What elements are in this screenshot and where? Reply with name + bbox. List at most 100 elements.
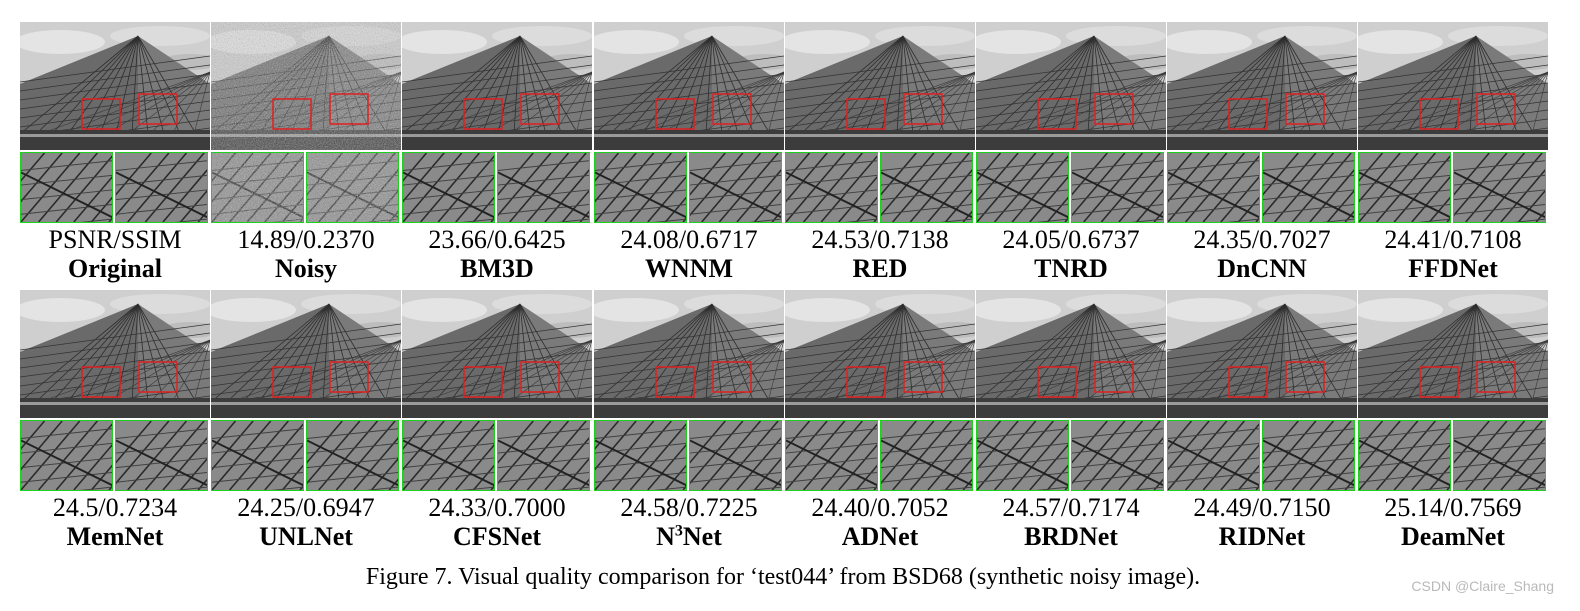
zoom-crop-left (402, 420, 495, 491)
zoomed-crops (976, 420, 1166, 493)
pyramid-image (976, 290, 1166, 418)
pyramid-image (1358, 290, 1548, 418)
zoom-crop-right (306, 420, 399, 491)
method-name: RED (852, 254, 908, 283)
psnr-ssim-score: 24.33/0.7000 (428, 493, 566, 522)
method-name: UNLNet (259, 522, 353, 551)
pyramid-image (1358, 22, 1548, 150)
zoomed-crops (20, 152, 210, 225)
zoom-crop-left (402, 152, 495, 223)
psnr-ssim-score: 24.25/0.6947 (237, 493, 375, 522)
pyramid-image (594, 22, 784, 150)
pyramid-image (402, 22, 592, 150)
panel-label: 24.08/0.6717 WNNM (594, 226, 784, 284)
zoom-crop-left (594, 420, 687, 491)
pyramid-image (211, 22, 401, 150)
result-panel (1167, 22, 1357, 227)
panel-label: 24.25/0.6947 UNLNet (211, 494, 401, 552)
result-panel (976, 22, 1166, 227)
zoom-crop-right (880, 152, 973, 223)
panel-label: 24.57/0.7174 BRDNet (976, 494, 1166, 552)
panel-label: 24.33/0.7000 CFSNet (402, 494, 592, 552)
method-name: Original (68, 254, 162, 283)
zoomed-crops (1358, 152, 1548, 225)
zoom-crop-right (1071, 152, 1164, 223)
zoom-crop-right (306, 152, 399, 223)
figure-caption: Figure 7. Visual quality comparison for … (365, 564, 1201, 590)
method-name: BM3D (460, 254, 534, 283)
psnr-ssim-score: 24.40/0.7052 (811, 493, 949, 522)
result-panel (594, 22, 784, 227)
zoom-crop-right (880, 420, 973, 491)
zoomed-crops (594, 420, 784, 493)
result-panel (211, 22, 401, 227)
zoomed-crops (211, 420, 401, 493)
result-panel (211, 290, 401, 495)
psnr-ssim-score: 25.14/0.7569 (1384, 493, 1522, 522)
image-row-2 (20, 290, 1550, 495)
result-panel (1167, 290, 1357, 495)
psnr-ssim-score: 24.58/0.7225 (620, 493, 758, 522)
zoomed-crops (785, 152, 975, 225)
watermark: CSDN @Claire_Shang (1411, 578, 1554, 594)
zoomed-crops (1167, 420, 1357, 493)
pyramid-image (211, 290, 401, 418)
zoom-crop-right (497, 420, 590, 491)
result-panel (976, 290, 1166, 495)
zoomed-crops (1358, 420, 1548, 493)
panel-label: 24.41/0.7108 FFDNet (1358, 226, 1548, 284)
method-name: BRDNet (1024, 522, 1118, 551)
pyramid-image (594, 290, 784, 418)
zoom-crop-left (20, 152, 113, 223)
zoom-crop-left (976, 420, 1069, 491)
zoom-crop-right (689, 152, 782, 223)
method-name: CFSNet (452, 522, 542, 551)
pyramid-image (1167, 22, 1357, 150)
result-panel (20, 290, 210, 495)
zoom-crop-right (115, 420, 208, 491)
method-name: DeamNet (1401, 522, 1505, 551)
zoom-crop-left (1167, 152, 1260, 223)
method-name: ADNet (841, 522, 919, 551)
panel-label: 24.40/0.7052 ADNet (785, 494, 975, 552)
zoom-crop-right (1262, 152, 1355, 223)
zoomed-crops (20, 420, 210, 493)
panel-label: 23.66/0.6425 BM3D (402, 226, 592, 284)
result-panel (785, 22, 975, 227)
pyramid-image (1167, 290, 1357, 418)
panel-label: 24.05/0.6737 TNRD (976, 226, 1166, 284)
zoomed-crops (1167, 152, 1357, 225)
panel-label: 14.89/0.2370 Noisy (211, 226, 401, 284)
result-panel (594, 290, 784, 495)
zoom-crop-right (1071, 420, 1164, 491)
psnr-ssim-score: 24.35/0.7027 (1193, 225, 1331, 254)
zoom-crop-right (1453, 152, 1546, 223)
zoomed-crops (211, 152, 401, 225)
zoomed-crops (594, 152, 784, 225)
result-panel (785, 290, 975, 495)
zoom-crop-left (1358, 420, 1451, 491)
zoomed-crops (976, 152, 1166, 225)
psnr-ssim-score: 24.49/0.7150 (1193, 493, 1331, 522)
psnr-ssim-score: 23.66/0.6425 (428, 225, 566, 254)
zoom-crop-left (785, 152, 878, 223)
zoom-crop-left (211, 152, 304, 223)
method-name: FFDNet (1408, 254, 1498, 283)
panel-label: 24.5/0.7234 MemNet (20, 494, 210, 552)
zoom-crop-right (497, 152, 590, 223)
zoomed-crops (785, 420, 975, 493)
panel-label: 25.14/0.7569 DeamNet (1358, 494, 1548, 552)
zoom-crop-left (976, 152, 1069, 223)
zoom-crop-left (1167, 420, 1260, 491)
psnr-ssim-score: 24.53/0.7138 (811, 225, 949, 254)
method-name: TNRD (1034, 254, 1108, 283)
result-panel (402, 22, 592, 227)
pyramid-image (402, 290, 592, 418)
result-panel (402, 290, 592, 495)
psnr-ssim-score: 24.05/0.6737 (1002, 225, 1140, 254)
zoom-crop-right (689, 420, 782, 491)
zoom-crop-left (1358, 152, 1451, 223)
pyramid-image (785, 22, 975, 150)
zoom-crop-left (20, 420, 113, 491)
panel-label: 24.49/0.7150 RIDNet (1167, 494, 1357, 552)
